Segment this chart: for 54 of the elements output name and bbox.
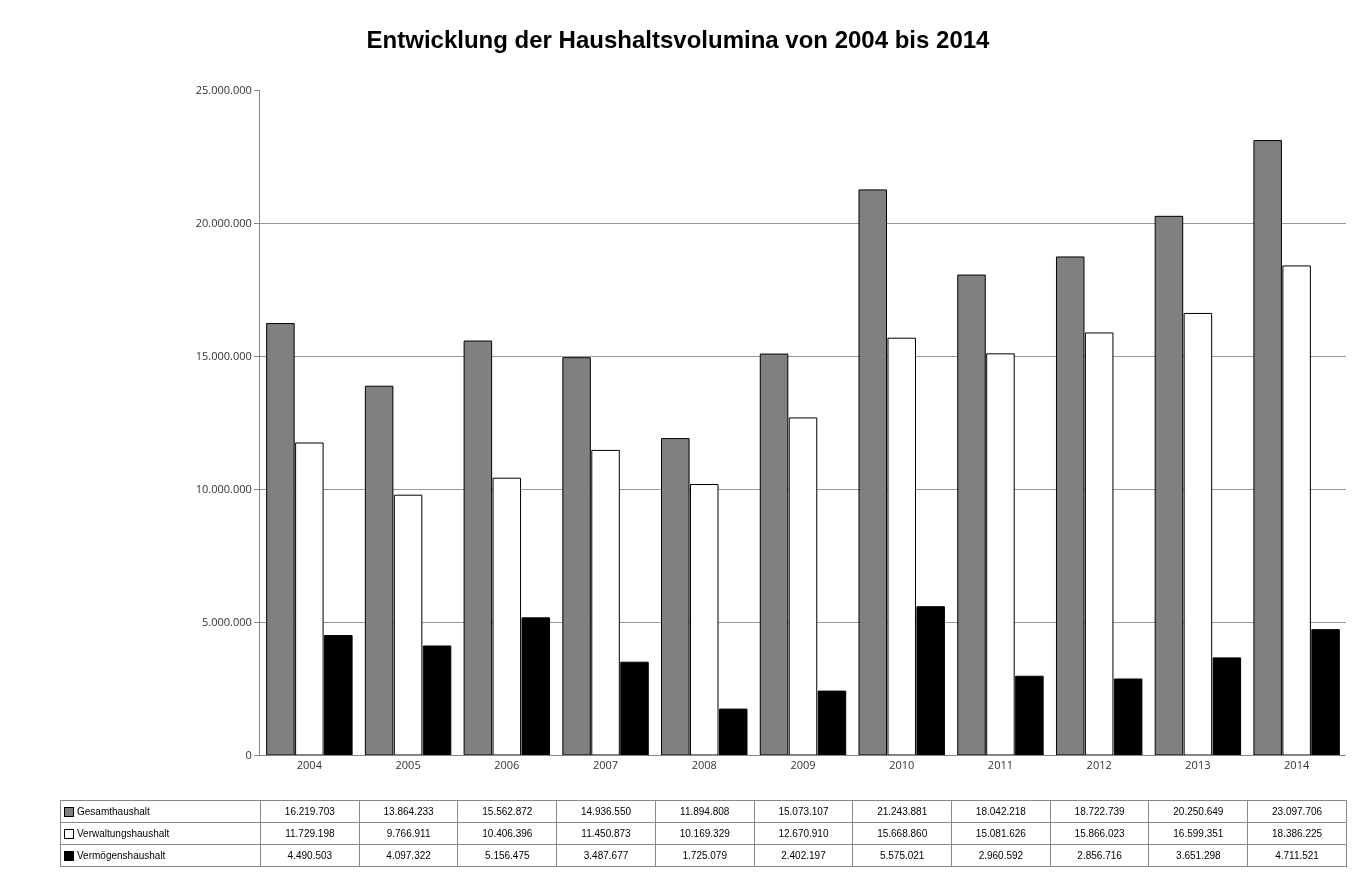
data-label: 15.668.860 (852, 822, 952, 845)
y-tick-label: 15.000.000 (195, 347, 252, 363)
data-label: 16.219.703 (260, 800, 360, 823)
data-label: 3.487.677 (556, 844, 656, 867)
data-label: 5.575.021 (852, 844, 952, 867)
y-tick-label: 0 (245, 746, 252, 762)
y-tick-label: 20.000.000 (195, 214, 252, 230)
data-label: 10.406.396 (457, 822, 557, 845)
data-label: 11.729.198 (260, 822, 360, 845)
chart-title: Entwicklung der Haushaltsvolumina von 2004 bis 2014 (366, 26, 991, 54)
data-label: 2.856.716 (1050, 844, 1149, 867)
x-tick-label: 2014 (1284, 757, 1310, 773)
data-label: 11.450.873 (556, 822, 656, 845)
data-label: 18.722.739 (1050, 800, 1149, 823)
x-tick-label: 2010 (889, 757, 915, 773)
data-label: 1.725.079 (655, 844, 755, 867)
x-tick-label: 2007 (592, 757, 619, 773)
data-label: 4.097.322 (359, 844, 458, 867)
data-label: 15.081.626 (951, 822, 1051, 845)
data-label: 9.766.911 (359, 822, 458, 845)
data-label: 5.156.475 (457, 844, 557, 867)
data-label: 12.670.910 (754, 822, 853, 845)
data-label: 4.490.503 (260, 844, 360, 867)
data-label: 11.894.808 (655, 800, 755, 823)
data-label: 15.866.023 (1050, 822, 1149, 845)
x-tick-label: 2004 (296, 757, 323, 773)
x-tick-label: 2012 (1086, 757, 1112, 773)
data-label: 16.599.351 (1148, 822, 1248, 845)
y-tick-label: 5.000.000 (201, 613, 252, 629)
data-label: 18.386.225 (1247, 822, 1347, 845)
x-tick-label: 2008 (691, 757, 717, 773)
data-label: 15.562.872 (457, 800, 557, 823)
legend-label: Gesamthaushalt (60, 800, 261, 823)
legend-label: Verwaltungshaushalt (60, 822, 261, 845)
data-label: 3.651.298 (1148, 844, 1248, 867)
x-tick-label: 2013 (1185, 757, 1211, 773)
data-label: 2.960.592 (951, 844, 1051, 867)
x-tick-label: 2011 (987, 757, 1014, 773)
data-label: 14.936.550 (556, 800, 656, 823)
data-label: 2.402.197 (754, 844, 853, 867)
y-tick-label: 10.000.000 (195, 480, 252, 496)
data-label: 18.042.218 (951, 800, 1051, 823)
data-label: 13.864.233 (359, 800, 458, 823)
legend-label: Vermögenshaushalt (60, 844, 261, 867)
data-label: 23.097.706 (1247, 800, 1347, 823)
data-label: 21.243.881 (852, 800, 952, 823)
x-tick-label: 2005 (395, 757, 421, 773)
data-label: 10.169.329 (655, 822, 755, 845)
x-tick-label: 2009 (790, 757, 816, 773)
y-tick-label: 25.000.000 (195, 81, 252, 97)
data-label: 4.711.521 (1247, 844, 1347, 867)
x-tick-label: 2006 (494, 757, 520, 773)
data-label: 15.073.107 (754, 800, 853, 823)
data-label: 20.250.649 (1148, 800, 1248, 823)
